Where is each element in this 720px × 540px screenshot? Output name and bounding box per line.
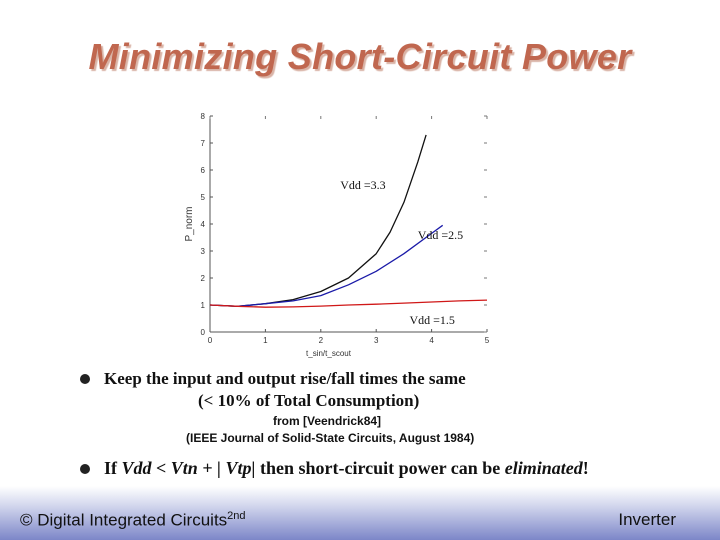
series-label-3: Vdd =1.5 — [409, 313, 454, 327]
chart-axes — [209, 115, 488, 333]
short-circuit-power-chart: 0 1 2 3 4 5 0 1 2 3 4 5 6 7 8 P_norm t_sin/t_scout Vdd =3… — [184, 112, 490, 358]
source-reference: from [Veendrick84] — [273, 414, 382, 428]
bullet-point-2 — [80, 464, 90, 474]
x-tick-label: 4 — [429, 336, 434, 345]
y-tick-label: 0 — [201, 328, 206, 337]
bullet2-middle: then short-circuit power can be — [259, 458, 501, 478]
y-tick-label: 4 — [201, 220, 206, 229]
chart-labels: 0 1 2 3 4 5 0 1 2 3 4 5 6 7 8 P_norm t_sin/t_scout Vdd =3… — [184, 112, 490, 358]
bullet1-line1: Keep the input and output rise/fall time… — [104, 369, 466, 388]
source-journal: (IEEE Journal of Solid-State Circuits, A… — [186, 431, 475, 445]
footer-course-text: © Digital Integrated Circuits — [20, 510, 228, 530]
footer-course: © Digital Integrated Circuits2nd — [20, 510, 246, 531]
series-label-1: Vdd =3.3 — [340, 178, 385, 192]
x-axis-label: t_sin/t_scout — [306, 349, 352, 358]
y-tick-label: 7 — [201, 139, 206, 148]
series-line-3 — [209, 299, 488, 308]
y-axis-label: P_norm — [184, 206, 195, 241]
series-line-2 — [209, 224, 444, 307]
x-tick-label: 0 — [208, 336, 213, 345]
bullet-point-1 — [80, 374, 90, 384]
bullet2-text: If Vdd < Vtn + | Vtp| then short-circuit… — [104, 458, 589, 479]
slide-title: Minimizing Short-Circuit Power — [88, 36, 632, 77]
content-area — [72, 366, 648, 488]
series-line-1 — [209, 134, 427, 307]
y-tick-label: 8 — [201, 112, 206, 121]
footer-edition: 2nd — [227, 510, 246, 522]
chart-series — [209, 134, 488, 308]
bullet2-emphasis: eliminated — [504, 458, 583, 478]
x-tick-label: 5 — [485, 336, 490, 345]
bullet2-prefix: If — [104, 458, 117, 478]
series-label-2: Vdd =2.5 — [418, 228, 463, 242]
footer-chapter: Inverter — [618, 510, 676, 529]
x-tick-label: 3 — [374, 336, 379, 345]
y-tick-label: 3 — [201, 247, 206, 256]
y-tick-label: 2 — [201, 274, 206, 283]
x-tick-label: 1 — [263, 336, 268, 345]
y-tick-label: 6 — [201, 166, 206, 175]
y-tick-label: 1 — [201, 301, 206, 310]
bullet2-condition: Vdd < Vtn + | Vtp| — [121, 458, 256, 478]
footer-band — [0, 486, 720, 540]
bullet1-line2: (< 10% of Total Consumption) — [198, 391, 420, 410]
bullet2-end: ! — [582, 458, 589, 478]
y-tick-label: 5 — [201, 193, 206, 202]
x-tick-label: 2 — [319, 336, 324, 345]
